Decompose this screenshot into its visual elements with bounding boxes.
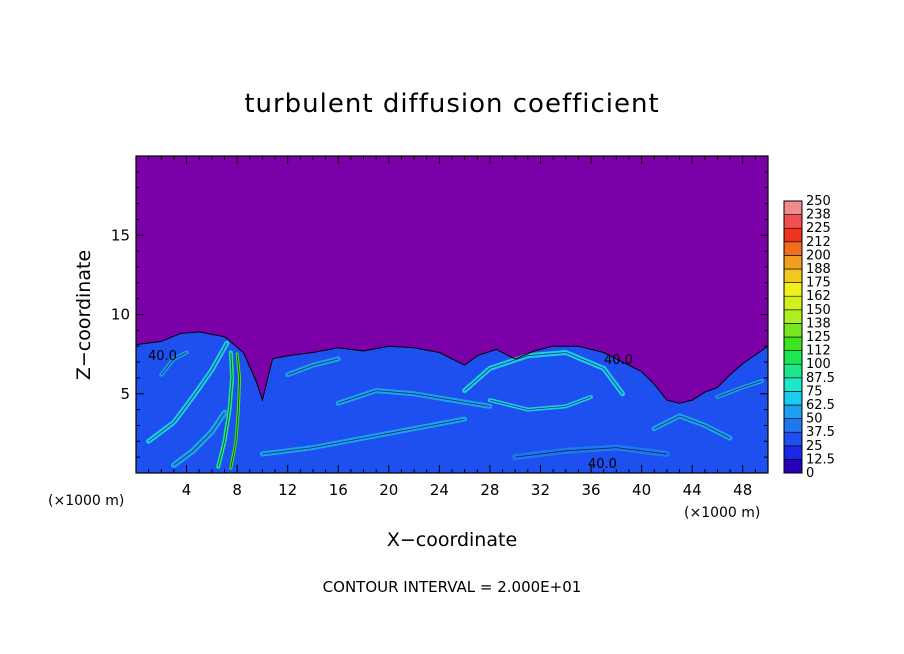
colorbar-label: 188 xyxy=(806,262,831,277)
x-axis: 4 8 12 16 20 24 28 32 36 40 44 48 xyxy=(148,156,756,499)
colorbar-label: 138 xyxy=(806,316,831,331)
y-tick-label: 10 xyxy=(111,306,130,324)
contour-line xyxy=(230,354,241,469)
colorbar-swatch xyxy=(783,404,803,419)
plot-area xyxy=(135,155,769,474)
colorbar-swatch xyxy=(783,214,803,229)
z-unit-label: (×1000 m) xyxy=(48,493,124,509)
contour-interval-note: CONTOUR INTERVAL = 2.000E+01 xyxy=(323,578,582,596)
colorbar-swatch xyxy=(783,391,803,406)
contour-line xyxy=(262,418,465,455)
colorbar-label: 250 xyxy=(806,194,831,209)
colorbar-swatch xyxy=(783,282,803,297)
colorbar-label: 212 xyxy=(806,235,831,250)
contour-line xyxy=(654,415,731,439)
y-tick-label: 15 xyxy=(111,226,130,244)
colorbar-swatch xyxy=(783,200,803,215)
colorbar-swatch xyxy=(783,268,803,283)
x-tick-label: 36 xyxy=(581,481,600,499)
contour-line xyxy=(464,352,623,395)
colorbar-label: 12.5 xyxy=(806,452,835,467)
x-tick-label: 4 xyxy=(182,481,192,499)
colorbar-label: 125 xyxy=(806,330,831,345)
colorbar-swatch xyxy=(783,377,803,392)
contour-label: 40.0 xyxy=(604,353,633,368)
colorbar-swatch xyxy=(783,431,803,447)
x-tick-label: 40 xyxy=(632,481,651,499)
x-tick-label: 12 xyxy=(278,481,297,499)
colorbar-label: 112 xyxy=(806,344,831,359)
colorbar-label: 50 xyxy=(806,412,823,427)
colorbar-label: 238 xyxy=(806,208,831,223)
x-tick-label: 8 xyxy=(232,481,242,499)
colorbar-swatch xyxy=(783,445,803,460)
colorbar-label: 37.5 xyxy=(806,425,835,440)
colorbar-label: 200 xyxy=(806,248,831,263)
contour-line xyxy=(515,447,667,458)
colorbar-swatch xyxy=(783,323,803,338)
y-axis: 5 10 15 xyxy=(111,171,768,458)
x-tick-label: 20 xyxy=(379,481,398,499)
colorbar-swatch xyxy=(783,350,803,365)
colorbar-swatch xyxy=(783,363,803,379)
y-tick-label: 5 xyxy=(120,385,130,403)
contour-label: 40.0 xyxy=(588,457,617,472)
contour-line xyxy=(287,358,339,376)
colorbar-label: 162 xyxy=(806,289,831,304)
y-axis-title: Z−coordinate xyxy=(73,250,95,380)
contour-line xyxy=(489,396,592,411)
x-tick-label: 28 xyxy=(480,481,499,499)
x-unit-label: (×1000 m) xyxy=(684,505,760,521)
colorbar-label: 225 xyxy=(806,221,831,236)
colorbar-label: 150 xyxy=(806,303,831,318)
contour-line xyxy=(135,331,769,474)
contour-line xyxy=(338,390,490,407)
colorbar-label: 62.5 xyxy=(806,398,835,413)
contour-line xyxy=(160,352,187,375)
colorbar-swatch xyxy=(783,309,803,324)
x-tick-label: 44 xyxy=(683,481,702,499)
colorbar-swatch xyxy=(783,459,803,474)
turbulence-field xyxy=(135,331,769,474)
contour-line xyxy=(173,412,225,466)
colorbar-swatch xyxy=(783,255,803,270)
colorbar-swatch xyxy=(783,227,803,243)
colorbar: 012.52537.55062.57587.510011212513815016… xyxy=(783,194,835,481)
colorbar-label: 175 xyxy=(806,276,831,291)
x-tick-label: 48 xyxy=(733,481,752,499)
colorbar-frame xyxy=(783,200,803,474)
colorbar-swatch xyxy=(783,336,803,351)
colorbar-swatch xyxy=(783,418,803,433)
colorbar-label: 75 xyxy=(806,384,823,399)
x-tick-label: 32 xyxy=(531,481,550,499)
x-tick-label: 16 xyxy=(329,481,348,499)
chart-title: turbulent diffusion coefficient xyxy=(244,89,659,119)
contour-line xyxy=(148,342,228,442)
x-tick-label: 24 xyxy=(430,481,449,499)
colorbar-swatch xyxy=(783,241,803,256)
colorbar-label: 87.5 xyxy=(806,371,835,386)
contour-line xyxy=(217,352,233,467)
colorbar-label: 100 xyxy=(806,357,831,372)
contour-label: 40.0 xyxy=(148,349,177,364)
contour-line xyxy=(717,380,762,398)
colorbar-swatch xyxy=(783,295,803,311)
colorbar-label: 25 xyxy=(806,439,823,454)
x-axis-title: X−coordinate xyxy=(387,529,517,551)
colorbar-label: 0 xyxy=(806,466,814,481)
